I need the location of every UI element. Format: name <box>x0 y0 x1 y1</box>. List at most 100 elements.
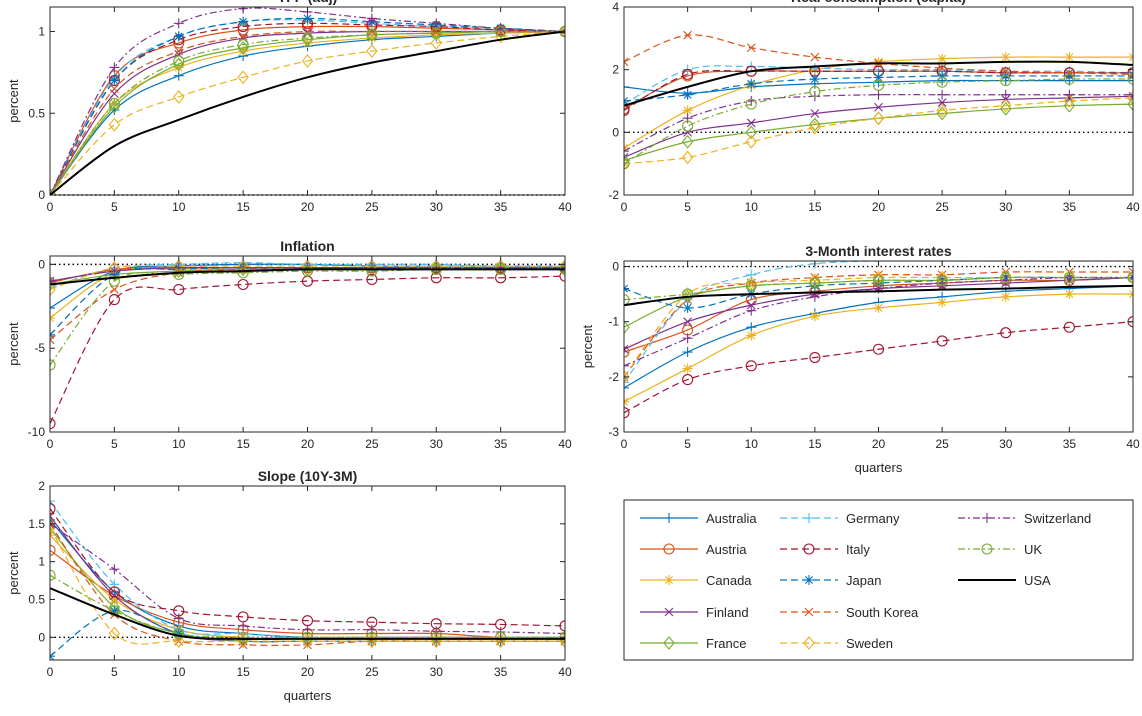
data-point <box>50 496 55 507</box>
legend-label: USA <box>1024 573 1051 588</box>
x-tick-label: 0 <box>621 437 628 451</box>
data-point <box>237 70 249 85</box>
data-point <box>559 24 565 39</box>
data-point <box>109 579 120 590</box>
y-tick-label: 0.5 <box>28 592 45 606</box>
data-point <box>50 335 55 345</box>
data-point <box>173 31 184 42</box>
data-point <box>50 569 56 581</box>
data-point <box>174 46 184 56</box>
data-point <box>238 32 248 41</box>
data-point <box>809 74 820 85</box>
data-point <box>238 16 249 27</box>
legend-label: Switzerland <box>1024 511 1091 526</box>
data-point <box>1064 70 1075 81</box>
legend-item-italy: Italy <box>780 542 870 557</box>
x-tick-label: 10 <box>745 437 759 451</box>
data-point <box>366 13 377 24</box>
data-point <box>494 29 507 44</box>
legend-marker <box>664 607 674 617</box>
data-point <box>809 311 820 322</box>
data-point <box>431 29 442 40</box>
data-point <box>108 626 121 641</box>
data-point <box>624 382 629 393</box>
data-point <box>681 134 694 149</box>
data-point <box>873 89 884 100</box>
legend-item-austria: Austria <box>640 542 747 557</box>
x-tick-label: 30 <box>999 437 1013 451</box>
data-point <box>1128 69 1133 79</box>
data-point <box>50 277 56 292</box>
x-tick-label: 15 <box>808 437 822 451</box>
data-point <box>431 626 442 637</box>
data-point <box>624 344 629 354</box>
legend-item-switzerland: Switzerland <box>958 511 1091 526</box>
x-tick-label: 20 <box>301 665 315 679</box>
x-tick-label: 5 <box>684 200 691 214</box>
y-tick-label: 0 <box>612 125 619 139</box>
y-tick-label: -3 <box>608 425 619 439</box>
data-point <box>238 640 248 650</box>
data-point <box>745 98 757 110</box>
data-point <box>937 297 948 308</box>
legend-marker <box>804 575 814 585</box>
data-point <box>624 104 630 116</box>
legend-box <box>623 499 1134 661</box>
data-point <box>109 605 120 616</box>
data-point <box>109 98 120 109</box>
series-line-usa <box>50 268 565 286</box>
data-point <box>872 79 885 91</box>
data-point <box>173 283 185 296</box>
y-tick-label: 0 <box>612 260 619 274</box>
data-point <box>50 359 56 371</box>
data-point <box>173 55 185 67</box>
data-point <box>430 631 442 643</box>
y-tick-label: 4 <box>612 0 619 14</box>
x-tick-label: 40 <box>558 437 572 451</box>
series-line-usa <box>624 60 1133 107</box>
data-point <box>937 63 947 73</box>
data-point <box>682 89 693 100</box>
data-point <box>809 277 821 289</box>
data-point <box>682 333 693 344</box>
data-point <box>937 70 948 81</box>
panel-3: 0 5 10 15 20 25 30 35 40 -3 -2 -1 0 3-Month interest … <box>580 243 1140 475</box>
x-tick-label: 25 <box>365 665 379 679</box>
legend-label: Italy <box>846 542 870 557</box>
data-point <box>624 377 629 388</box>
legend-item-finland: Finland <box>640 605 749 620</box>
data-point <box>624 146 629 157</box>
data-point <box>1127 73 1133 85</box>
data-point <box>682 288 694 300</box>
legend-marker <box>803 543 815 555</box>
data-point <box>109 285 119 294</box>
data-point <box>1000 98 1012 113</box>
x-tick-label: 15 <box>236 437 250 451</box>
data-point <box>559 620 565 632</box>
x-tick-label: 10 <box>172 437 186 451</box>
data-point <box>1128 91 1133 101</box>
legend-marker <box>804 513 814 523</box>
x-tick-label: 40 <box>558 665 572 679</box>
data-point <box>173 268 185 280</box>
legend-item-canada: Canada <box>640 573 752 588</box>
data-point <box>1128 75 1133 86</box>
x-tick-label: 25 <box>365 200 379 214</box>
data-point <box>238 620 249 631</box>
data-point <box>173 90 185 104</box>
series-line-usa <box>50 587 565 641</box>
legend-marker <box>664 575 674 585</box>
legend-label: Sweden <box>846 636 893 651</box>
data-point <box>745 125 757 140</box>
data-point <box>746 305 757 316</box>
x-tick-label: 25 <box>935 437 949 451</box>
legend-item-sweden: Sweden <box>780 636 893 651</box>
data-point <box>624 158 630 170</box>
data-point <box>809 273 821 288</box>
data-point <box>936 335 948 347</box>
data-point <box>366 265 378 277</box>
legend-item-south-korea: South Korea <box>780 605 919 620</box>
data-point <box>302 13 313 24</box>
series-line-finland <box>624 95 1133 158</box>
data-point <box>809 291 820 302</box>
